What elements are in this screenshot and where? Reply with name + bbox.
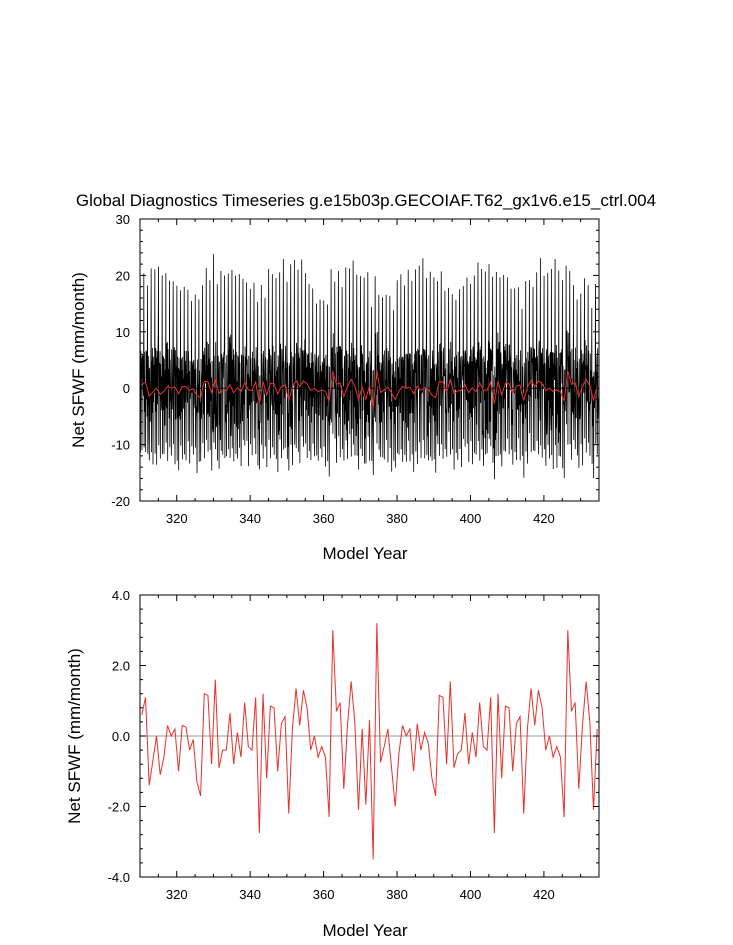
x-tick-label: 400 (460, 887, 482, 902)
x-tick-label: 400 (460, 511, 482, 526)
x-tick-label: 340 (239, 887, 261, 902)
y-tick-label: -10 (111, 438, 130, 453)
y-tick-label: 30 (116, 212, 130, 227)
y-tick-label: 2.0 (112, 659, 130, 674)
x-tick-label: 420 (533, 511, 555, 526)
y-tick-label: 0 (123, 381, 130, 396)
x-tick-label: 360 (313, 511, 335, 526)
x-tick-label: 320 (166, 887, 188, 902)
y-tick-label: -2.0 (108, 800, 130, 815)
top-axis-ticks: 320 340 360 380 400 420 -20 -10 0 10 20 30 (111, 212, 600, 526)
bottom-x-axis-label: Model Year (322, 921, 407, 940)
y-tick-label: 10 (116, 325, 130, 340)
annual-mean-line (141, 370, 598, 409)
x-tick-label: 360 (313, 887, 335, 902)
bottom-axis-ticks: 320 340 360 380 400 420 -4.0 -2.0 0.0 2.0 4.0 (108, 588, 600, 902)
x-tick-label: 380 (386, 887, 408, 902)
x-tick-label: 420 (533, 887, 555, 902)
y-tick-label: -4.0 (108, 870, 130, 885)
bottom-y-axis-label: Net SFWF (mm/month) (65, 648, 84, 824)
top-plot-frame (139, 218, 600, 502)
x-tick-label: 340 (239, 511, 261, 526)
top-timeseries-panel: Global Diagnostics Timeseries g.e15b03p.… (69, 191, 656, 563)
x-tick-label: 320 (166, 511, 188, 526)
y-tick-label: -20 (111, 494, 130, 509)
y-tick-label: 0.0 (112, 729, 130, 744)
y-tick-label: 20 (116, 268, 130, 283)
chart-title: Global Diagnostics Timeseries g.e15b03p.… (76, 191, 656, 210)
y-tick-label: 4.0 (112, 588, 130, 603)
bottom-plot-area (140, 623, 599, 860)
top-plot-area (140, 254, 599, 480)
top-y-axis-label: Net SFWF (mm/month) (69, 272, 88, 448)
bottom-annual-mean-panel: 320 340 360 380 400 420 -4.0 -2.0 0.0 2.0 4.0 Mode… (65, 588, 600, 940)
monthly-series-line (140, 254, 599, 480)
x-tick-label: 380 (386, 511, 408, 526)
top-x-axis-label: Model Year (322, 544, 407, 563)
annual-mean-line (141, 623, 598, 860)
